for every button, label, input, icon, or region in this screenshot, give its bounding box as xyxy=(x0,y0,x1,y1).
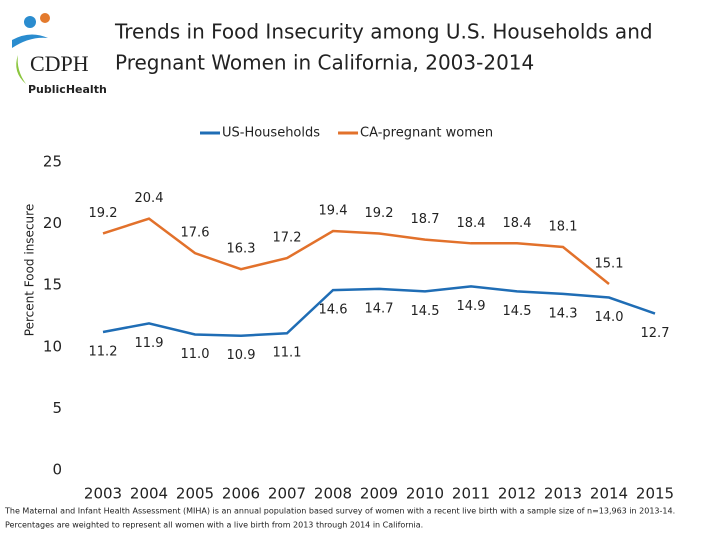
data-label: 14.6 xyxy=(319,303,348,318)
data-label: 17.2 xyxy=(273,231,302,246)
data-label: 18.7 xyxy=(411,212,440,227)
y-tick-label: 0 xyxy=(52,461,62,479)
legend-label: CA-pregnant women xyxy=(360,126,493,141)
series-line xyxy=(102,217,610,285)
logo-subtitle: PublicHealth xyxy=(28,83,107,96)
data-label: 19.2 xyxy=(89,206,118,221)
data-label: 11.2 xyxy=(89,345,118,360)
data-label: 14.0 xyxy=(595,310,624,325)
logo-shape xyxy=(12,34,48,48)
y-axis-label: Percent Food insecure xyxy=(23,204,37,336)
footnote: The Maternal and Infant Health Assessmen… xyxy=(4,507,675,516)
y-tick-label: 5 xyxy=(52,399,62,417)
x-tick-label: 2006 xyxy=(222,485,260,503)
x-tick-label: 2012 xyxy=(498,485,536,503)
data-label: 20.4 xyxy=(135,191,164,206)
logo-shape xyxy=(40,13,50,23)
data-label: 14.3 xyxy=(549,306,578,321)
y-tick-label: 20 xyxy=(43,214,62,232)
data-label: 14.9 xyxy=(457,299,486,314)
series-line xyxy=(102,285,656,337)
data-label: 14.7 xyxy=(365,301,394,316)
x-tick-label: 2003 xyxy=(84,485,122,503)
data-label: 16.3 xyxy=(227,242,256,257)
y-tick-label: 10 xyxy=(43,337,62,355)
data-label: 11.0 xyxy=(181,347,210,362)
x-tick-label: 2015 xyxy=(636,485,674,503)
logo: CDPH PublicHealth xyxy=(12,13,107,96)
x-tick-label: 2013 xyxy=(544,485,582,503)
data-label: 15.1 xyxy=(595,256,624,271)
data-label: 18.1 xyxy=(549,220,578,235)
x-tick-label: 2005 xyxy=(176,485,214,503)
legend-label: US-Households xyxy=(222,126,320,141)
logo-shape xyxy=(24,16,36,28)
data-label: 11.1 xyxy=(273,346,302,361)
chart-title: Trends in Food Insecurity among U.S. Hou… xyxy=(114,20,653,44)
x-tick-label: 2011 xyxy=(452,485,490,503)
data-label: 17.6 xyxy=(181,226,210,241)
data-label: 14.5 xyxy=(503,304,532,319)
x-tick-label: 2010 xyxy=(406,485,444,503)
x-tick-label: 2009 xyxy=(360,485,398,503)
chart-title: Pregnant Women in California, 2003-2014 xyxy=(115,51,534,75)
logo-text: CDPH xyxy=(30,51,89,76)
data-label: 12.7 xyxy=(641,326,670,341)
x-tick-label: 2014 xyxy=(590,485,628,503)
data-label: 19.2 xyxy=(365,206,394,221)
y-tick-label: 25 xyxy=(43,153,62,171)
footnote: Percentages are weighted to represent al… xyxy=(5,521,423,530)
x-tick-label: 2008 xyxy=(314,485,352,503)
data-label: 11.9 xyxy=(135,336,164,351)
data-label: 18.4 xyxy=(457,216,486,231)
logo-shape xyxy=(16,55,26,84)
data-label: 10.9 xyxy=(227,348,256,363)
data-label: 18.4 xyxy=(503,216,532,231)
x-tick-label: 2004 xyxy=(130,485,168,503)
y-tick-label: 15 xyxy=(43,276,62,294)
x-tick-label: 2007 xyxy=(268,485,306,503)
data-label: 19.4 xyxy=(319,203,348,218)
data-label: 14.5 xyxy=(411,304,440,319)
